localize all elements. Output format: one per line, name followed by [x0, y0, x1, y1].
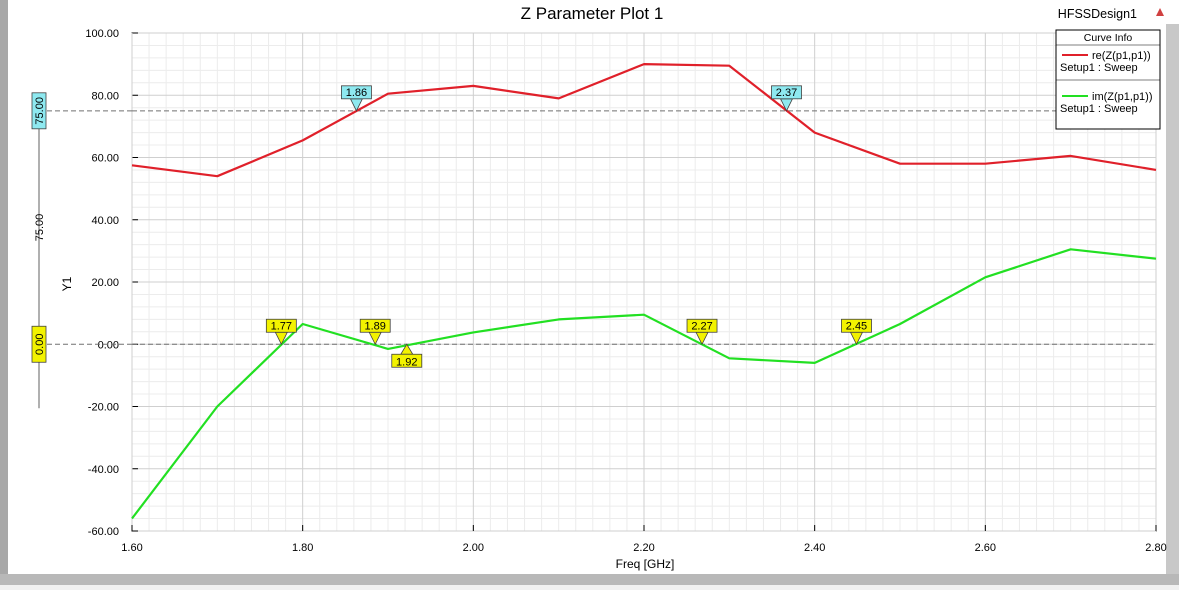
marker[interactable]: 2.45 [841, 318, 872, 346]
marker-box [841, 318, 872, 333]
right-scroll-strip [1166, 24, 1179, 574]
marker-box [359, 318, 391, 333]
x-tick-label: 1.80 [292, 542, 313, 554]
series-line-re[interactable] [131, 62, 1157, 178]
left-border [0, 0, 8, 585]
marker-box [391, 353, 423, 368]
marker-box [341, 85, 372, 100]
reference-lines [132, 110, 1156, 345]
x-axis-label: Freq [GHz] [616, 557, 675, 571]
x-tick-label: 2.80 [1145, 542, 1166, 554]
marker-label: 2.27 [691, 320, 712, 332]
marker-label: 2.45 [846, 320, 867, 332]
legend-entry-im: im(Z(p1,p1)) [1092, 91, 1153, 103]
y-tick-label: 20.00 [91, 277, 119, 289]
marker-box [265, 318, 297, 333]
x-tick-label: 2.40 [804, 542, 825, 554]
marker-box [686, 318, 718, 333]
chart-title: Z Parameter Plot 1 [521, 4, 664, 23]
x-tick-label: 2.60 [975, 542, 996, 554]
reference-value-box [31, 92, 47, 130]
legend-entry-re: re(Z(p1,p1)) [1092, 50, 1151, 62]
x-tick-label: 1.60 [121, 542, 142, 554]
marker-label: 1.77 [271, 320, 292, 332]
legend-box [1055, 29, 1161, 130]
reference-band: 75.00 0.00 75.00 [31, 92, 132, 409]
marker-label: 1.86 [346, 87, 367, 99]
x-tick-label: 2.20 [633, 542, 654, 554]
marker-label: 1.89 [364, 320, 385, 332]
bottom-border [0, 574, 1179, 585]
grid [131, 32, 1157, 532]
legend-title: Curve Info [1084, 32, 1133, 44]
y-tick-label: -40.00 [88, 464, 119, 476]
y-axis-label: Y1 [60, 276, 74, 291]
legend-entry-im-sub: Setup1 : Sweep [1060, 103, 1138, 115]
marker-label: 2.37 [776, 87, 797, 99]
y-tick-label: 0.00 [98, 339, 119, 351]
y-tick-label: 40.00 [91, 215, 119, 227]
reference-value-box [31, 325, 47, 363]
design-warning-icon[interactable] [1156, 8, 1164, 16]
y-tick-label: -60.00 [88, 526, 119, 538]
marker-label: 1.92 [396, 356, 417, 368]
marker[interactable]: 2.27 [686, 318, 718, 346]
series-line-im[interactable] [131, 248, 1157, 520]
design-name: HFSSDesign1 [1058, 7, 1137, 21]
markers-group: 1.86 2.37 1.77 1.89 1.92 2.27 2.45 [265, 85, 872, 368]
x-tick-labels: 1.60 1.80 2.00 2.20 2.40 2.60 2.80 [121, 542, 1166, 554]
x-tick-label: 2.00 [463, 542, 484, 554]
y-tick-label: -20.00 [88, 402, 119, 414]
y-tick-label: 100.00 [85, 28, 119, 40]
legend[interactable]: Curve Info re(Z(p1,p1)) Setup1 : Sweep i… [1055, 29, 1161, 130]
reference-value-label: 0.00 [34, 334, 46, 355]
marker[interactable]: 1.89 [359, 318, 391, 346]
y-tick-labels: 100.00 80.00 60.00 40.00 20.00 0.00 -20.00 -40.… [85, 28, 119, 538]
marker[interactable]: 2.37 [771, 85, 802, 112]
reference-delta-label: 75.00 [34, 214, 46, 242]
series-group [131, 62, 1157, 520]
legend-entry-re-sub: Setup1 : Sweep [1060, 62, 1138, 74]
marker[interactable]: 1.86 [341, 85, 372, 112]
y-tick-label: 60.00 [91, 153, 119, 165]
reference-value-label: 75.00 [34, 97, 46, 125]
y-tick-label: 80.00 [91, 90, 119, 102]
marker[interactable]: 1.77 [265, 318, 297, 346]
marker[interactable]: 1.92 [391, 343, 423, 368]
marker-box [771, 85, 802, 100]
